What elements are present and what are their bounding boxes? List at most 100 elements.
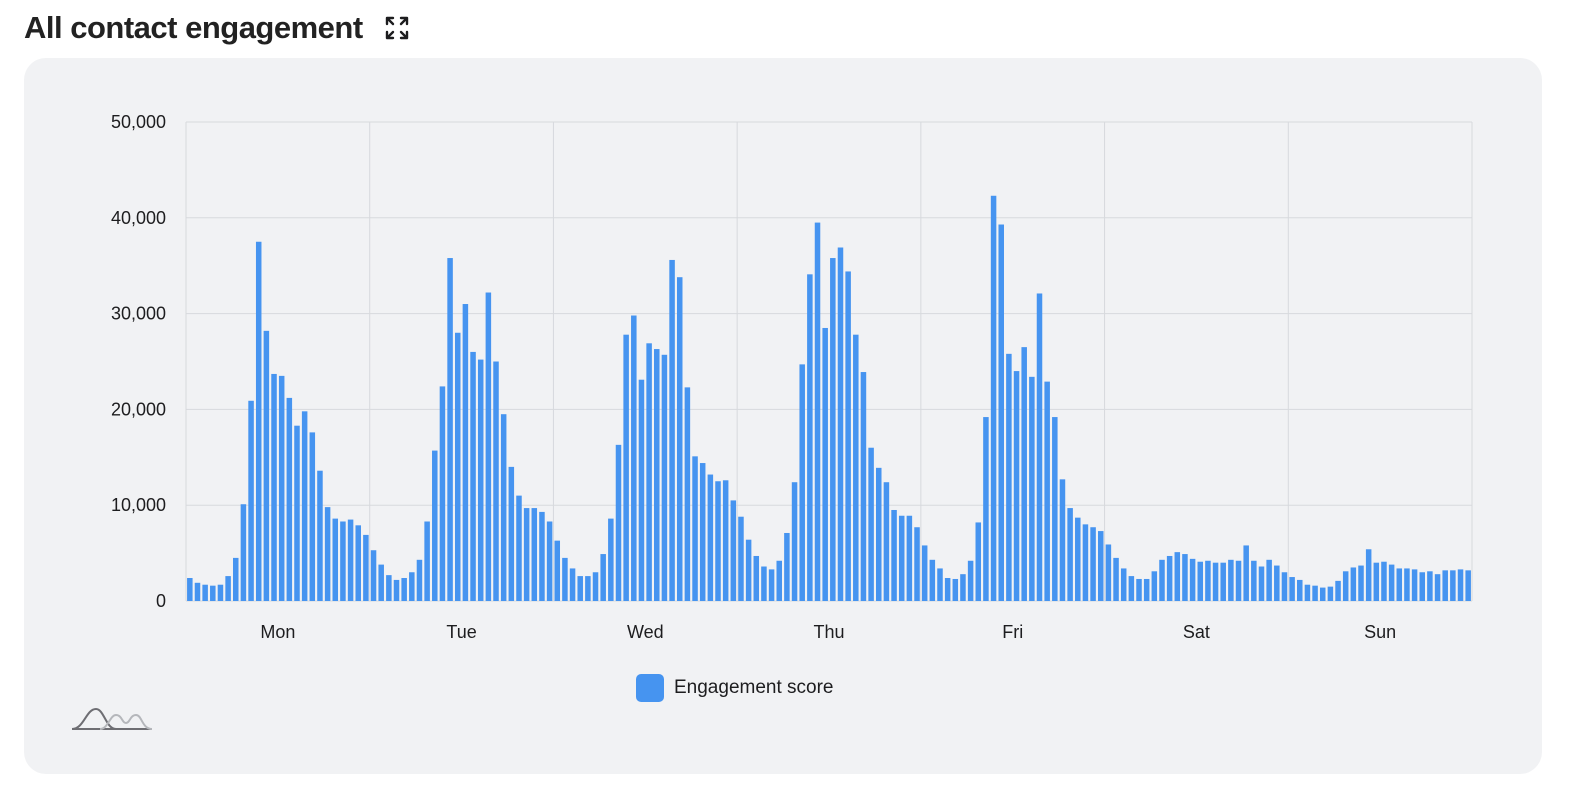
bar[interactable] (967, 560, 974, 601)
bar[interactable] (745, 539, 752, 601)
bar[interactable] (1274, 565, 1280, 601)
bar[interactable] (1151, 571, 1158, 601)
bar[interactable] (906, 515, 913, 601)
bar[interactable] (1067, 508, 1073, 601)
bar[interactable] (370, 550, 377, 601)
bar[interactable] (424, 521, 430, 601)
bar[interactable] (554, 540, 561, 601)
bar[interactable] (646, 343, 652, 601)
bar[interactable] (1419, 572, 1425, 601)
bar[interactable] (1205, 560, 1211, 601)
bar[interactable] (409, 572, 415, 601)
bar[interactable] (998, 224, 1004, 601)
bar[interactable] (853, 334, 859, 601)
bar[interactable] (1411, 569, 1418, 601)
bar[interactable] (500, 414, 507, 601)
bar[interactable] (355, 525, 361, 601)
bar[interactable] (210, 585, 216, 601)
bar[interactable] (1365, 549, 1372, 601)
bar[interactable] (202, 584, 208, 601)
bar[interactable] (1105, 544, 1112, 601)
bar[interactable] (1297, 579, 1303, 601)
bar[interactable] (485, 292, 492, 601)
bar[interactable] (600, 554, 606, 601)
bar[interactable] (278, 375, 285, 601)
bar[interactable] (883, 482, 890, 601)
bar[interactable] (776, 560, 782, 601)
bar[interactable] (233, 557, 239, 601)
bar[interactable] (1159, 559, 1165, 601)
bar[interactable] (1090, 527, 1096, 601)
bar[interactable] (822, 327, 828, 601)
bar[interactable] (1197, 561, 1204, 601)
bar[interactable] (317, 470, 323, 601)
bar[interactable] (983, 417, 989, 601)
bar[interactable] (187, 578, 193, 601)
bar[interactable] (990, 195, 997, 601)
bar[interactable] (615, 444, 622, 601)
bar[interactable] (738, 516, 744, 601)
bar[interactable] (194, 582, 201, 601)
bar[interactable] (1465, 570, 1471, 601)
bar[interactable] (248, 400, 254, 601)
bar[interactable] (439, 386, 446, 601)
bar[interactable] (1036, 293, 1043, 601)
bar[interactable] (623, 334, 629, 601)
bar[interactable] (546, 521, 553, 601)
bar[interactable] (309, 432, 316, 601)
bar[interactable] (837, 247, 844, 602)
bar[interactable] (1304, 584, 1311, 601)
bar[interactable] (1434, 574, 1441, 601)
bar[interactable] (699, 463, 706, 601)
bar[interactable] (1082, 524, 1089, 601)
bar[interactable] (1143, 578, 1150, 601)
bar[interactable] (799, 364, 805, 601)
bar[interactable] (1174, 552, 1181, 601)
bar[interactable] (1266, 559, 1272, 601)
bar[interactable] (240, 504, 247, 601)
bar[interactable] (531, 508, 538, 601)
bar[interactable] (432, 450, 438, 601)
bar[interactable] (638, 379, 645, 601)
bar[interactable] (730, 500, 737, 601)
bar[interactable] (1052, 417, 1058, 601)
bar[interactable] (393, 579, 400, 601)
bar[interactable] (1059, 479, 1066, 601)
bar[interactable] (347, 519, 354, 601)
bar[interactable] (1427, 571, 1433, 601)
bar[interactable] (454, 332, 461, 601)
bar[interactable] (891, 509, 897, 601)
bar[interactable] (1136, 578, 1142, 601)
bar[interactable] (1228, 559, 1234, 601)
bar[interactable] (1013, 371, 1020, 601)
bar[interactable] (1120, 568, 1127, 601)
bar[interactable] (255, 241, 262, 601)
bar[interactable] (477, 359, 484, 601)
bar[interactable] (692, 456, 698, 601)
bar[interactable] (1021, 347, 1027, 601)
bar[interactable] (416, 559, 423, 601)
bar[interactable] (830, 258, 836, 601)
bar[interactable] (807, 274, 813, 601)
bar[interactable] (592, 572, 599, 601)
bar[interactable] (1235, 560, 1242, 601)
bar[interactable] (715, 481, 721, 601)
bar[interactable] (462, 304, 469, 601)
bar[interactable] (294, 425, 300, 601)
bar[interactable] (876, 467, 882, 601)
bar[interactable] (1029, 376, 1035, 601)
bar[interactable] (516, 495, 522, 601)
bar[interactable] (684, 387, 691, 601)
bar[interactable] (1212, 562, 1219, 601)
bar[interactable] (1358, 565, 1364, 601)
bar[interactable] (1097, 531, 1104, 601)
bar[interactable] (1128, 576, 1135, 601)
bar[interactable] (631, 315, 637, 601)
bar[interactable] (1189, 558, 1196, 601)
bar[interactable] (523, 508, 530, 601)
bar[interactable] (1388, 564, 1395, 601)
bar[interactable] (585, 576, 591, 601)
bar[interactable] (1396, 568, 1403, 601)
bar[interactable] (722, 480, 729, 601)
bar[interactable] (661, 354, 668, 601)
